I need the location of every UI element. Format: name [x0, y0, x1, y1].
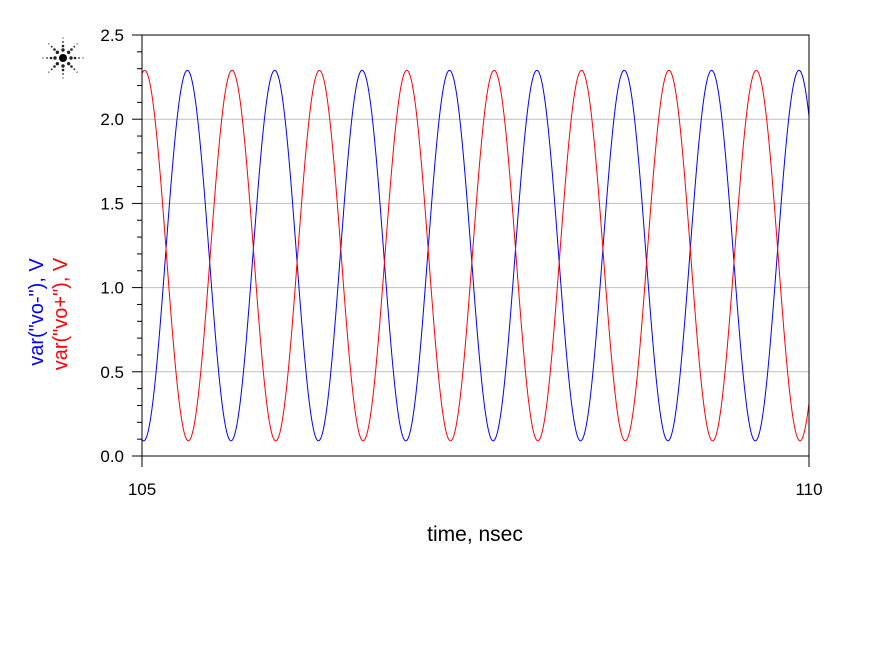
- y-axis-title-vo-minus: var("vo-"), V: [26, 258, 48, 366]
- logo-dot: [70, 48, 73, 51]
- y-tick-label: 0.0: [100, 447, 124, 466]
- logo-dot: [55, 50, 60, 55]
- logo-dot: [61, 64, 65, 68]
- logo-dot: [46, 57, 48, 59]
- series-layer: [141, 69, 810, 442]
- logo-dot: [50, 68, 53, 71]
- minor-ticks: [132, 34, 810, 467]
- plot-frame: [141, 34, 810, 457]
- y-tick-label: 0.5: [100, 363, 124, 382]
- logo-dot: [48, 71, 50, 73]
- logo-dot: [66, 50, 71, 55]
- y-tick-label: 2.0: [100, 110, 124, 129]
- logo-dot: [61, 48, 65, 52]
- logo-dot: [78, 57, 80, 59]
- y-tick-label: 1.5: [100, 194, 124, 213]
- logo-dot: [82, 57, 84, 59]
- logo-dot: [73, 68, 76, 71]
- logo-dot: [61, 44, 65, 48]
- series-line: [141, 69, 810, 442]
- logo-dot: [62, 73, 64, 75]
- logo-dot: [62, 41, 64, 43]
- logo-dot: [48, 43, 50, 45]
- y-axis-title-vo-plus: var("vo+"), V: [50, 257, 72, 370]
- x-tick-label: 110: [795, 480, 822, 499]
- logo-dot: [61, 68, 65, 72]
- y-axis-title: var("vo-"), V var("vo+"), V: [26, 257, 72, 370]
- logo-dot: [62, 77, 64, 79]
- logo-dot: [69, 56, 73, 60]
- logo-dot: [53, 65, 56, 68]
- logo-dot: [42, 57, 44, 59]
- logo-dot: [76, 43, 78, 45]
- y-tick-label: 1.0: [100, 279, 124, 298]
- x-tick-label: 105: [128, 480, 156, 499]
- logo-dot: [53, 56, 57, 60]
- agilent-spark-icon: [42, 37, 84, 79]
- logo-dot: [70, 65, 73, 68]
- logo-dot: [73, 56, 77, 60]
- x-axis-title: time, nsec: [427, 523, 523, 546]
- logo-dot: [53, 48, 56, 51]
- series-line: [141, 69, 810, 442]
- logo-dot: [55, 61, 60, 66]
- logo-dot: [73, 45, 76, 48]
- logo-dot: [49, 56, 53, 60]
- logo-dot: [66, 61, 71, 66]
- logo-center: [59, 54, 67, 62]
- gridlines: [142, 118, 809, 373]
- y-tick-labels: 0.0 0.5 1.0 1.5 2.0 2.5: [100, 26, 124, 466]
- logo-dot: [76, 71, 78, 73]
- logo-dot: [50, 45, 53, 48]
- logo-dot: [62, 37, 64, 39]
- y-tick-label: 2.5: [100, 26, 124, 45]
- x-tick-labels: 105 110: [128, 480, 823, 499]
